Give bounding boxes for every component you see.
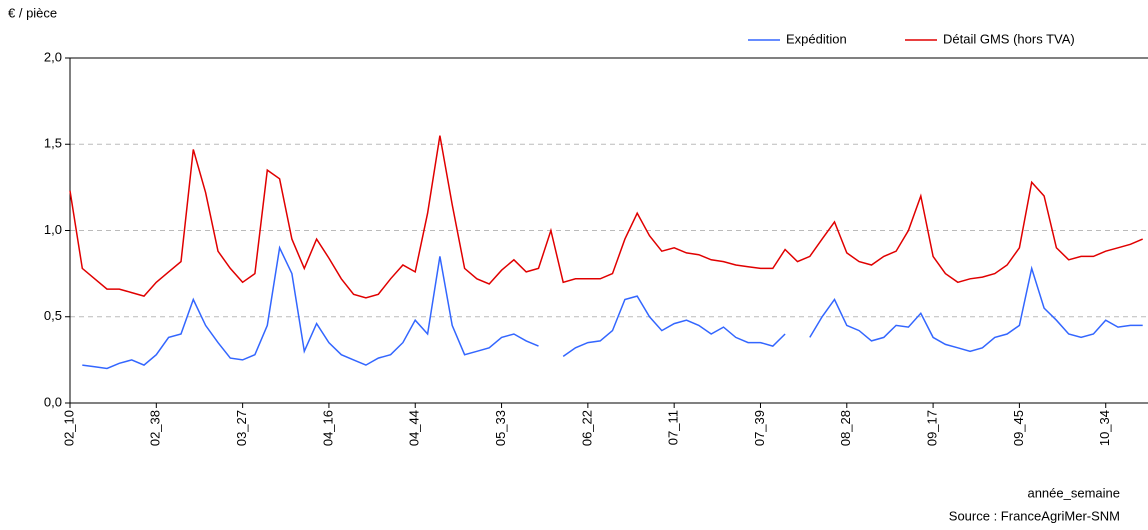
x-tick-label: 04_16 [320, 410, 335, 446]
x-tick-label: 09_45 [1011, 410, 1026, 446]
legend-label: Expédition [786, 31, 847, 46]
x-tick-label: 06_22 [579, 410, 594, 446]
y-axis-label: € / pièce [8, 5, 57, 20]
x-tick-label: 07_39 [752, 410, 767, 446]
line-segment [69, 135, 1143, 299]
x-tick-label: 02_10 [61, 410, 76, 446]
line-segment [82, 245, 539, 370]
x-axis-label: année_semaine [1027, 485, 1120, 500]
x-tick-label: 10_34 [1097, 410, 1112, 446]
line-segment [562, 295, 786, 358]
x-tick-label: 09_17 [925, 410, 940, 446]
y-tick-label: 2,0 [44, 49, 62, 64]
line-segment [809, 265, 1143, 353]
x-tick-label: 08_28 [838, 410, 853, 446]
y-tick-label: 1,0 [44, 222, 62, 237]
source: Source : FranceAgriMer-SNM [949, 508, 1120, 523]
y-tick-label: 1,5 [44, 136, 62, 151]
x-tick-label: 03_27 [234, 410, 249, 446]
legend-label: Détail GMS (hors TVA) [943, 31, 1075, 46]
x-tick-label: 02_38 [148, 410, 163, 446]
x-tick-label: 04_44 [407, 410, 422, 446]
x-tick-label: 07_11 [666, 410, 681, 445]
y-tick-label: 0,0 [44, 394, 62, 409]
x-tick-label: 05_33 [493, 410, 508, 446]
y-tick-label: 0,5 [44, 308, 62, 323]
